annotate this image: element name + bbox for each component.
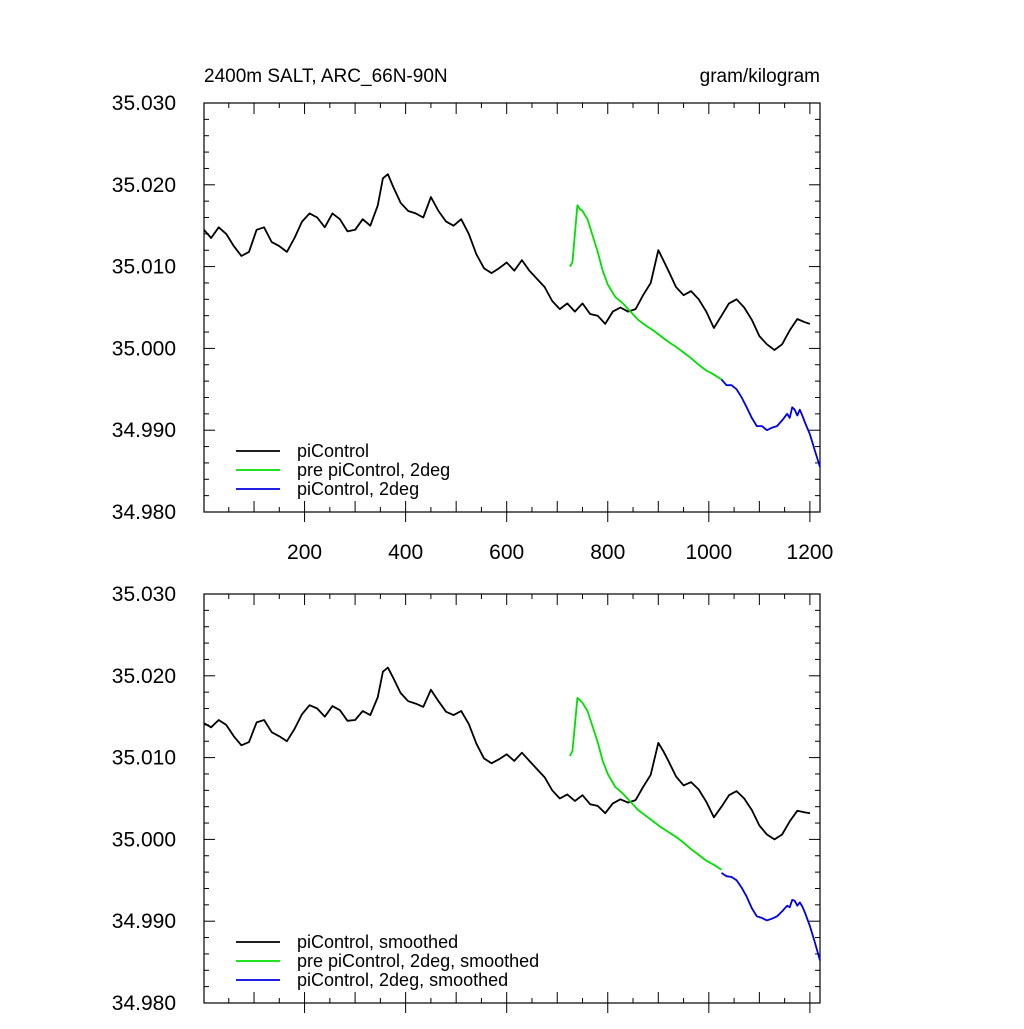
- y-tick-label: 35.030: [112, 92, 176, 115]
- legend-label-0: piControl: [297, 441, 369, 461]
- y-tick-label: 34.990: [112, 419, 176, 442]
- series-line-1: [569, 697, 722, 871]
- y-tick-label: 34.990: [112, 910, 176, 933]
- plot-frame: [203, 102, 821, 513]
- x-tick-label: 200: [287, 541, 322, 564]
- y-tick-label: 35.010: [112, 747, 176, 770]
- y-tick-label: 34.980: [112, 501, 176, 524]
- legend-label-2: piControl, 2deg, smoothed: [297, 970, 508, 990]
- y-tick-label: 34.980: [112, 992, 176, 1015]
- x-tick-label: 1000: [685, 541, 732, 564]
- x-tick-label: 400: [388, 541, 423, 564]
- chart-title: 2400m SALT, ARC_66N-90N: [204, 66, 448, 87]
- y-tick-label: 35.030: [112, 583, 176, 606]
- x-tick-label: 600: [489, 541, 524, 564]
- series-line-0: [203, 666, 811, 841]
- chart-units: gram/kilogram: [700, 66, 820, 87]
- legend-label-1: pre piControl, 2deg, smoothed: [297, 951, 539, 971]
- series-line-2: [720, 378, 821, 468]
- x-tick-label: 800: [590, 541, 625, 564]
- y-tick-label: 35.010: [112, 256, 176, 279]
- x-tick-label: 1200: [787, 541, 834, 564]
- series-line-0: [203, 173, 811, 351]
- y-tick-label: 35.000: [112, 828, 176, 851]
- plot-frame: [203, 593, 821, 1004]
- y-tick-label: 35.000: [112, 337, 176, 360]
- legend-label-1: pre piControl, 2deg: [297, 460, 450, 480]
- y-tick-label: 35.020: [112, 174, 176, 197]
- series-line-2: [721, 872, 821, 961]
- legend-label-2: piControl, 2deg: [297, 479, 419, 499]
- legend-label-0: piControl, smoothed: [297, 932, 458, 952]
- series-line-1: [569, 204, 722, 381]
- y-tick-label: 35.020: [112, 665, 176, 688]
